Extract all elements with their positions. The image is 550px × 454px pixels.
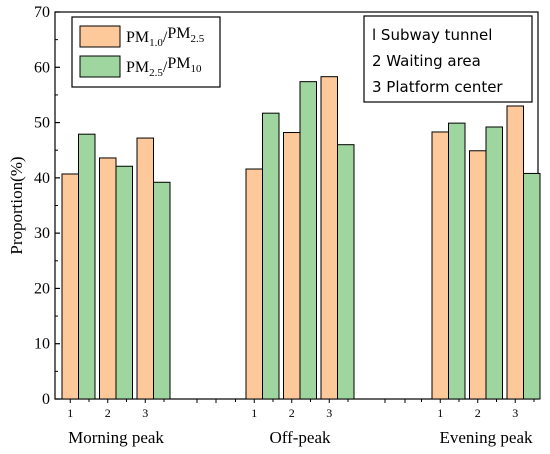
legend-label-part: 2.5 — [190, 33, 204, 45]
legend-label-part: 1.0 — [149, 37, 163, 49]
bar-pm1-pm25-g2-c2 — [283, 132, 301, 400]
legend-label-part: PM — [126, 59, 149, 76]
x-category-label: 3 — [326, 406, 332, 420]
x-category-label: 2 — [475, 406, 481, 420]
x-category-label: 2 — [289, 406, 295, 420]
annotation-line: 2 Waiting area — [372, 52, 481, 70]
legend-label-part: 10 — [190, 63, 202, 75]
legend-label-pm1-pm25: PM1.0/PM2.5 — [126, 25, 205, 49]
legend-label-part: PM — [167, 55, 190, 72]
y-tick-label: 0 — [42, 391, 50, 408]
legend-label-part: PM — [126, 29, 149, 46]
x-category-label: 1 — [251, 406, 257, 420]
bar-pm25-pm10-g3-c1 — [448, 122, 466, 400]
bar-pm25-pm10-g2-c1 — [262, 112, 280, 400]
bar-pm1-pm25-g1-c3 — [136, 137, 154, 400]
bar-pm1-pm25-g1-c2 — [99, 157, 117, 400]
bar-pm25-pm10-g3-c3 — [523, 172, 541, 400]
x-category-label: 1 — [437, 406, 443, 420]
y-tick-label: 30 — [34, 225, 50, 242]
group-label: Evening peak — [440, 428, 533, 447]
bar-pm1-pm25-g2-c3 — [320, 76, 338, 400]
bar-pm25-pm10-g2-c2 — [299, 81, 317, 400]
x-category-label: 1 — [67, 406, 73, 420]
y-tick-label: 20 — [34, 280, 50, 297]
annotation-line: l Subway tunnel — [372, 26, 492, 44]
bar-pm1-pm25-g1-c1 — [61, 173, 79, 400]
y-tick-label: 40 — [34, 170, 50, 187]
bar-pm25-pm10-g1-c1 — [78, 133, 96, 400]
bar-pm1-pm25-g2-c1 — [245, 168, 263, 400]
bar-pm25-pm10-g1-c2 — [115, 165, 133, 400]
bar-pm25-pm10-g3-c2 — [485, 126, 503, 400]
bar-pm1-pm25-g3-c3 — [506, 105, 524, 400]
x-category-label: 3 — [142, 406, 148, 420]
x-category-label: 2 — [105, 406, 111, 420]
x-category-label: 3 — [512, 406, 518, 420]
y-tick-label: 50 — [34, 115, 50, 132]
legend-label-part: / — [163, 29, 168, 46]
legend-label-pm25-pm10: PM2.5/PM10 — [126, 55, 202, 79]
bar-pm1-pm25-g3-c1 — [431, 131, 449, 400]
legend-label-part: 2.5 — [149, 67, 163, 79]
y-axis-title: Proportion(%) — [7, 156, 26, 254]
y-tick-label: 10 — [34, 336, 50, 353]
legend-label-part: / — [163, 59, 168, 76]
bar-pm25-pm10-g2-c3 — [337, 144, 355, 400]
legend-swatch-pm1-pm25 — [79, 25, 121, 48]
annotation-line: 3 Platform center — [372, 78, 503, 96]
legend-label-part: PM — [167, 25, 190, 42]
y-tick-label: 60 — [34, 59, 50, 76]
legend-swatch-pm25-pm10 — [79, 55, 121, 78]
bar-pm1-pm25-g3-c2 — [469, 150, 487, 400]
bar-pm25-pm10-g1-c3 — [153, 181, 171, 400]
group-label: Morning peak — [68, 428, 164, 447]
annotation-box — [363, 15, 533, 103]
y-tick-label: 70 — [34, 4, 50, 21]
group-label: Off-peak — [269, 428, 331, 447]
